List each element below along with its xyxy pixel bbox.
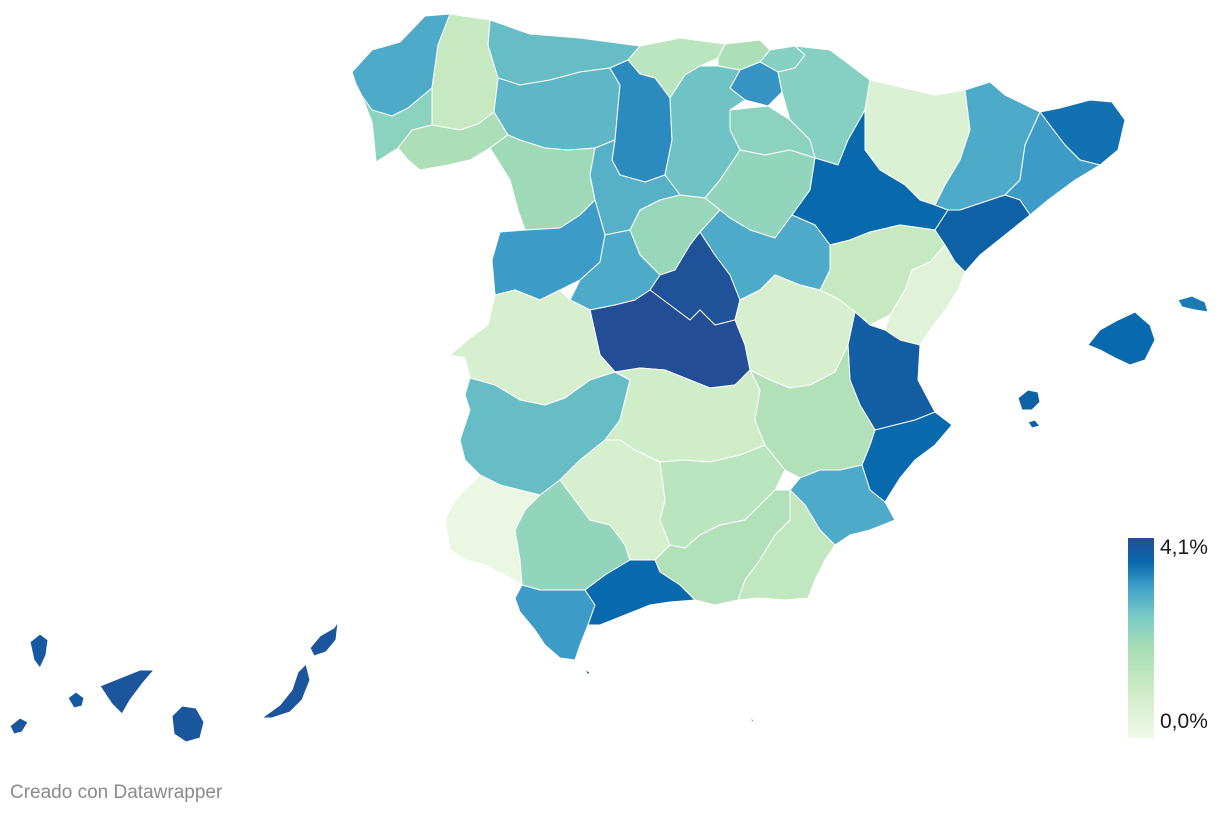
- legend-min-label: 0,0%: [1160, 710, 1208, 733]
- color-scale-legend: 4,1% 0,0%: [1128, 536, 1218, 738]
- region-islet-melilla: [749, 717, 755, 723]
- region-islet-ceuta: [584, 669, 591, 676]
- region-tenerife[interactable]: Tenerife: [99, 669, 155, 715]
- regions-layer: A Coruña Lugo Pontevedra Ourense Asturia…: [9, 13, 1209, 743]
- region-la-gomera[interactable]: La Gomera: [67, 691, 85, 709]
- color-scale-bar: [1128, 538, 1154, 738]
- legend-max-label: 4,1%: [1160, 536, 1208, 559]
- region-malaga[interactable]: Málaga: [584, 559, 696, 626]
- region-ibiza[interactable]: Ibiza: [1017, 389, 1041, 411]
- region-mallorca[interactable]: Mallorca: [1087, 311, 1156, 366]
- region-fuerteventura[interactable]: Fuerteventura: [261, 663, 311, 719]
- region-menorca[interactable]: Menorca: [1177, 295, 1209, 313]
- region-el-hierro[interactable]: El Hierro: [9, 717, 29, 735]
- region-almeria[interactable]: Almería: [737, 489, 836, 601]
- region-la-palma[interactable]: La Palma: [29, 633, 49, 669]
- datawrapper-credit[interactable]: Creado con Datawrapper: [10, 782, 223, 803]
- region-huelva[interactable]: Huelva: [444, 474, 541, 586]
- region-lanzarote[interactable]: Lanzarote: [309, 621, 339, 657]
- region-castellon[interactable]: Castellón: [884, 244, 966, 346]
- region-cadiz[interactable]: Cádiz: [514, 584, 596, 661]
- region-formentera[interactable]: Formentera: [1027, 419, 1041, 429]
- region-gran-canaria[interactable]: Gran Canaria: [171, 705, 205, 743]
